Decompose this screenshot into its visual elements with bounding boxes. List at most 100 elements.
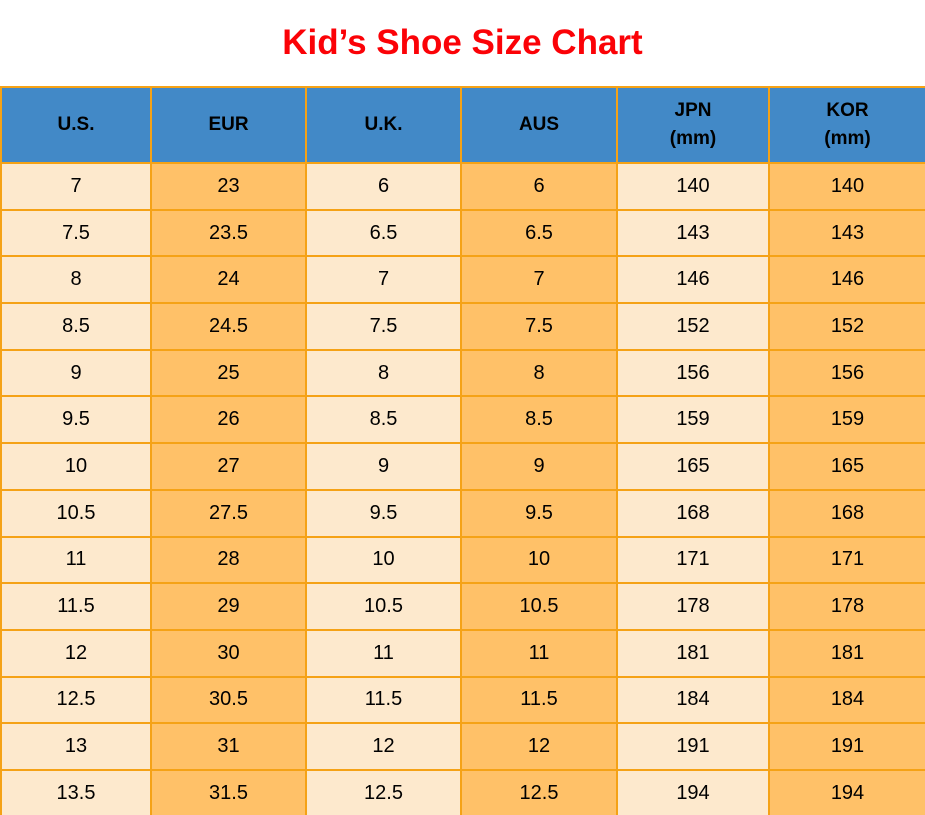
column-header-eur: EUR	[150, 86, 307, 164]
table-row: 11 28 10 10 171 171	[0, 535, 925, 585]
table-cell: 12.5	[460, 768, 618, 815]
table-cell: 156	[616, 348, 770, 398]
table-cell: 181	[768, 628, 925, 678]
table-cell: 8.5	[0, 302, 152, 351]
table-cell: 24	[150, 255, 307, 305]
table-cell: 178	[768, 582, 925, 631]
table-cell: 8	[305, 348, 462, 398]
column-header-unit: (mm)	[824, 128, 871, 149]
table-cell: 10	[305, 535, 462, 585]
table-cell: 159	[616, 395, 770, 445]
column-header-kor: KOR (mm)	[768, 86, 925, 164]
table-cell: 178	[616, 582, 770, 631]
table-cell: 11.5	[460, 675, 618, 725]
table-cell: 165	[768, 442, 925, 491]
table-cell: 146	[768, 255, 925, 305]
table-cell: 8.5	[460, 395, 618, 445]
table-cell: 11.5	[305, 675, 462, 725]
table-cell: 27	[150, 442, 307, 491]
table-cell: 12	[0, 628, 152, 678]
table-cell: 25	[150, 348, 307, 398]
table-cell: 7.5	[460, 302, 618, 351]
table-cell: 12	[305, 722, 462, 771]
table-cell: 171	[616, 535, 770, 585]
table-cell: 10.5	[305, 582, 462, 631]
table-cell: 29	[150, 582, 307, 631]
table-cell: 8	[0, 255, 152, 305]
table-cell: 10.5	[0, 488, 152, 538]
table-cell: 11	[0, 535, 152, 585]
column-header-label: AUS	[518, 114, 560, 136]
table-cell: 24.5	[150, 302, 307, 351]
table-cell: 168	[616, 488, 770, 538]
table-row: 7.5 23.5 6.5 6.5 143 143	[0, 208, 925, 258]
table-cell: 6	[305, 162, 462, 211]
table-cell: 181	[616, 628, 770, 678]
table-row: 13.5 31.5 12.5 12.5 194 194	[0, 768, 925, 815]
column-header-jpn: JPN (mm)	[616, 86, 770, 164]
table-cell: 140	[616, 162, 770, 211]
table-cell: 171	[768, 535, 925, 585]
title-area: Kid’s Shoe Size Chart	[0, 0, 925, 86]
table-row: 10 27 9 9 165 165	[0, 442, 925, 491]
column-header-label: U.K.	[364, 114, 403, 136]
table-cell: 7.5	[305, 302, 462, 351]
table-cell: 12.5	[305, 768, 462, 815]
table-cell: 6	[460, 162, 618, 211]
table-body: 7 23 6 6 140 140 7.5 23.5 6.5 6.5 143 143 8 24 7 7 146 14…	[0, 162, 925, 815]
table-cell: 10	[460, 535, 618, 585]
table-cell: 12.5	[0, 675, 152, 725]
table-cell: 184	[616, 675, 770, 725]
header-row: U.S. EUR U.K. AUS JPN (mm) KOR (mm)	[0, 86, 925, 164]
column-header-label: EUR	[208, 114, 249, 136]
table-cell: 7	[0, 162, 152, 211]
table-row: 8 24 7 7 146 146	[0, 255, 925, 305]
table-cell: 7.5	[0, 208, 152, 258]
table-cell: 30.5	[150, 675, 307, 725]
table-cell: 9	[460, 442, 618, 491]
table-row: 9 25 8 8 156 156	[0, 348, 925, 398]
column-header-label: KOR	[826, 100, 869, 122]
table-cell: 30	[150, 628, 307, 678]
table-cell: 9	[305, 442, 462, 491]
table-cell: 11	[460, 628, 618, 678]
table-cell: 13	[0, 722, 152, 771]
table-cell: 10.5	[460, 582, 618, 631]
table-row: 10.5 27.5 9.5 9.5 168 168	[0, 488, 925, 538]
table-row: 12 30 11 11 181 181	[0, 628, 925, 678]
table-cell: 194	[616, 768, 770, 815]
table-cell: 7	[460, 255, 618, 305]
table-cell: 6.5	[305, 208, 462, 258]
table-cell: 28	[150, 535, 307, 585]
table-cell: 27.5	[150, 488, 307, 538]
table-cell: 9	[0, 348, 152, 398]
column-header-label: U.S.	[57, 114, 95, 136]
table-cell: 143	[616, 208, 770, 258]
table-cell: 152	[768, 302, 925, 351]
table-row: 11.5 29 10.5 10.5 178 178	[0, 582, 925, 631]
table-cell: 159	[768, 395, 925, 445]
table-cell: 31.5	[150, 768, 307, 815]
table-cell: 11.5	[0, 582, 152, 631]
table-cell: 10	[0, 442, 152, 491]
table-row: 12.5 30.5 11.5 11.5 184 184	[0, 675, 925, 725]
table-cell: 143	[768, 208, 925, 258]
table-row: 13 31 12 12 191 191	[0, 722, 925, 771]
table-cell: 11	[305, 628, 462, 678]
table-row: 8.5 24.5 7.5 7.5 152 152	[0, 302, 925, 351]
column-header-label: JPN	[674, 100, 712, 122]
table-cell: 31	[150, 722, 307, 771]
table-cell: 191	[616, 722, 770, 771]
table-cell: 168	[768, 488, 925, 538]
table-header: U.S. EUR U.K. AUS JPN (mm) KOR (mm)	[0, 86, 925, 164]
table-cell: 23.5	[150, 208, 307, 258]
table-cell: 191	[768, 722, 925, 771]
column-header-unit: (mm)	[669, 128, 717, 149]
table-cell: 152	[616, 302, 770, 351]
table-cell: 6.5	[460, 208, 618, 258]
table-cell: 8.5	[305, 395, 462, 445]
table-cell: 140	[768, 162, 925, 211]
table-cell: 165	[616, 442, 770, 491]
column-header-us: U.S.	[0, 86, 152, 164]
table-cell: 9.5	[0, 395, 152, 445]
